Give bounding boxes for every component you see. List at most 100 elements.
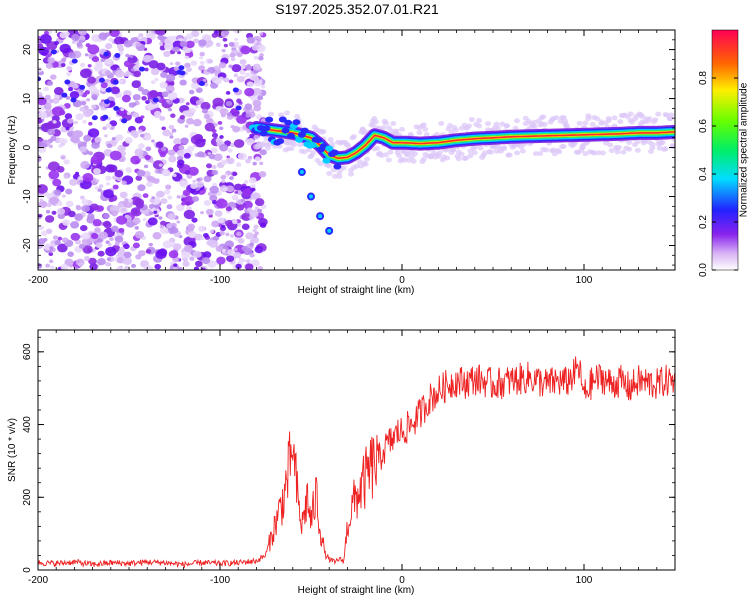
noise-blob <box>123 60 133 68</box>
noise-blob <box>123 266 131 270</box>
chart-title: S197.2025.352.07.01.R21 <box>275 1 439 17</box>
noise-blob <box>65 200 74 208</box>
noise-blob <box>60 63 66 68</box>
ridge-halo <box>594 116 601 122</box>
noise-blob <box>167 91 178 100</box>
noise-blob <box>94 136 102 143</box>
noise-blob <box>79 179 84 183</box>
noise-blob <box>199 60 205 66</box>
noise-blob <box>90 203 99 211</box>
noise-blob <box>145 100 150 105</box>
noise-blob <box>177 267 183 270</box>
noise-blob <box>161 146 167 152</box>
noise-blob <box>48 252 54 257</box>
noise-blob <box>137 184 146 192</box>
noise-blob <box>219 108 229 116</box>
noise-blob <box>195 87 203 94</box>
noise-blob <box>65 95 71 100</box>
noise-blob <box>181 201 186 206</box>
noise-blob <box>191 196 200 202</box>
ridge-blob <box>286 132 295 139</box>
noise-blob-strong <box>61 92 68 98</box>
noise-blob <box>47 128 56 136</box>
noise-blob <box>231 194 239 201</box>
noise-blob <box>125 53 130 58</box>
spectrogram-ytick-label: 10 <box>22 93 33 105</box>
noise-blob <box>182 260 190 267</box>
noise-blob <box>82 172 94 183</box>
noise-blob <box>167 195 173 200</box>
spectrogram-noise-layer <box>38 30 268 270</box>
noise-blob <box>232 219 238 225</box>
noise-blob <box>84 53 89 57</box>
noise-blob <box>168 250 179 259</box>
spectrogram-frame <box>37 29 676 271</box>
noise-blob <box>112 184 119 190</box>
noise-blob <box>75 171 80 176</box>
ridge-halo <box>477 145 484 151</box>
noise-blob <box>259 53 264 57</box>
noise-blob <box>46 80 54 86</box>
noise-blob <box>249 242 255 247</box>
noise-blob <box>54 239 61 246</box>
noise-blob <box>64 113 73 120</box>
ridge-halo <box>669 143 675 149</box>
noise-blob <box>76 42 83 47</box>
snr-xtick-label: -200 <box>28 575 48 586</box>
noise-blob <box>97 188 102 192</box>
ridge-blob <box>262 125 271 132</box>
noise-blob <box>87 64 92 68</box>
snr-xlabel: Height of straight line (km) <box>298 585 415 596</box>
ridge-halo <box>668 112 675 118</box>
ridge-halo <box>436 150 443 156</box>
snr-xtick-label: 0 <box>399 575 405 586</box>
noise-blob <box>149 89 159 98</box>
noise-blob <box>144 154 151 161</box>
noise-blob <box>202 251 212 259</box>
noise-blob <box>80 68 92 79</box>
noise-blob <box>222 187 228 191</box>
ridge-halo <box>589 121 596 127</box>
noise-blob <box>228 64 233 69</box>
noise-blob <box>233 251 242 259</box>
noise-blob <box>93 168 101 175</box>
noise-blob <box>168 124 175 130</box>
noise-blob <box>224 110 229 114</box>
noise-blob <box>152 160 164 170</box>
ridge-halo <box>380 125 387 131</box>
noise-blob-strong <box>71 58 78 64</box>
noise-blob <box>182 110 190 117</box>
noise-blob <box>200 237 205 241</box>
noise-blob <box>71 33 80 42</box>
noise-blob <box>64 258 74 267</box>
ridge-halo <box>614 149 621 155</box>
noise-blob <box>149 198 156 203</box>
ridge-halo <box>495 125 502 131</box>
noise-blob <box>124 214 130 219</box>
noise-blob <box>215 42 221 47</box>
ridge-halo <box>447 122 454 128</box>
noise-blob <box>160 71 168 78</box>
ridge-halo <box>531 124 538 130</box>
snr-ytick-label: 200 <box>22 488 33 505</box>
noise-blob <box>215 198 228 209</box>
noise-blob <box>161 169 171 176</box>
noise-blob <box>45 263 51 268</box>
noise-blob <box>135 42 142 47</box>
noise-blob <box>165 184 172 190</box>
noise-blob <box>146 102 156 111</box>
ridge-halo <box>267 111 274 117</box>
noise-blob <box>185 201 191 206</box>
snr-line-layer <box>38 356 675 569</box>
noise-blob <box>192 118 202 127</box>
noise-blob <box>92 219 102 227</box>
noise-blob <box>225 91 231 95</box>
noise-blob <box>48 144 53 149</box>
noise-blob <box>39 34 52 44</box>
noise-blob <box>187 223 196 230</box>
noise-blob <box>218 126 224 131</box>
noise-blob <box>76 140 81 144</box>
noise-blob <box>122 257 133 266</box>
noise-blob <box>172 267 178 270</box>
noise-blob <box>81 101 87 106</box>
